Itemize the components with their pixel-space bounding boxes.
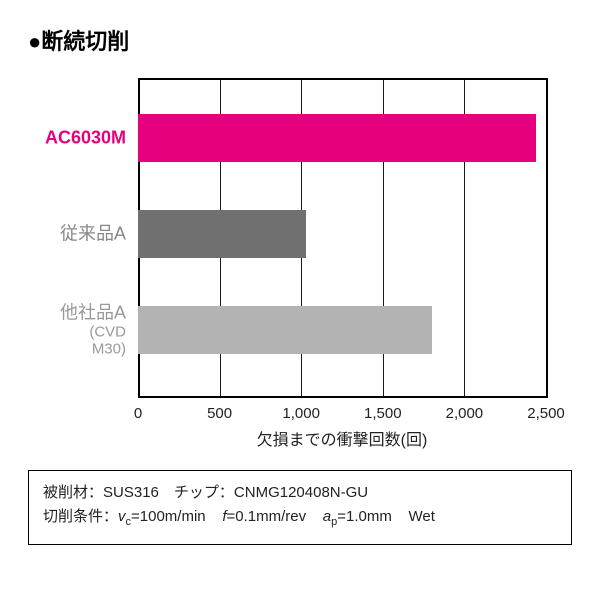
bar-chart: 欠損までの衝撃回数(回) 05001,0001,5002,0002,500AC6…: [28, 78, 572, 398]
conditions-line-1: 被削材：SUS316 チップ：CNMG120408N-GU: [43, 481, 557, 505]
bar: [138, 114, 536, 162]
x-axis: [138, 396, 546, 398]
bar-label-main: 他社品A: [60, 302, 126, 323]
plot-area: 欠損までの衝撃回数(回) 05001,0001,5002,0002,500AC6…: [138, 78, 548, 398]
cond-vc-sym: v: [118, 508, 126, 525]
cond-l1-mid: チップ：: [159, 484, 234, 501]
page: ●断続切削 欠損までの衝撃回数(回) 05001,0001,5002,0002,…: [0, 0, 600, 600]
conditions-line-2: 切削条件：vc=100m/min f=0.1mm/rev ap=1.0mm We…: [43, 505, 557, 532]
x-tick-label: 0: [134, 405, 142, 422]
bar-label-sub: (CVD: [60, 323, 126, 340]
x-tick-label: 2,000: [446, 405, 484, 422]
cond-vc-val: =100m/min: [131, 508, 206, 525]
conditions-box: 被削材：SUS316 チップ：CNMG120408N-GU 切削条件：vc=10…: [28, 470, 572, 545]
bar-label-sub: M30): [60, 340, 126, 357]
cond-l1-insert: CNMG120408N-GU: [234, 484, 368, 501]
bar-label: 従来品A: [60, 224, 138, 245]
cond-f-val: =0.1mm/rev: [226, 508, 306, 525]
cond-ap-val: =1.0mm: [337, 508, 392, 525]
bar-row: 他社品A(CVDM30): [138, 306, 546, 354]
section-title: ●断続切削: [28, 24, 572, 56]
bar-label-main: AC6030M: [45, 128, 126, 149]
bar: [138, 210, 306, 258]
bar-label-main: 従来品A: [60, 224, 126, 245]
cond-l1-prefix: 被削材：: [43, 484, 103, 501]
cond-wet: Wet: [409, 508, 435, 525]
x-axis-label: 欠損までの衝撃回数(回): [257, 426, 428, 450]
bar-row: AC6030M: [138, 114, 546, 162]
x-tick-label: 1,000: [282, 405, 320, 422]
bar-row: 従来品A: [138, 210, 546, 258]
bar-label: 他社品A(CVDM30): [60, 302, 138, 357]
cond-ap-sym: a: [323, 508, 331, 525]
bar-label: AC6030M: [45, 128, 138, 149]
bar: [138, 306, 432, 354]
cond-l2-prefix: 切削条件：: [43, 508, 118, 525]
x-tick-label: 500: [207, 405, 232, 422]
cond-l1-material: SUS316: [103, 484, 159, 501]
x-tick-label: 2,500: [527, 405, 565, 422]
x-tick-label: 1,500: [364, 405, 402, 422]
